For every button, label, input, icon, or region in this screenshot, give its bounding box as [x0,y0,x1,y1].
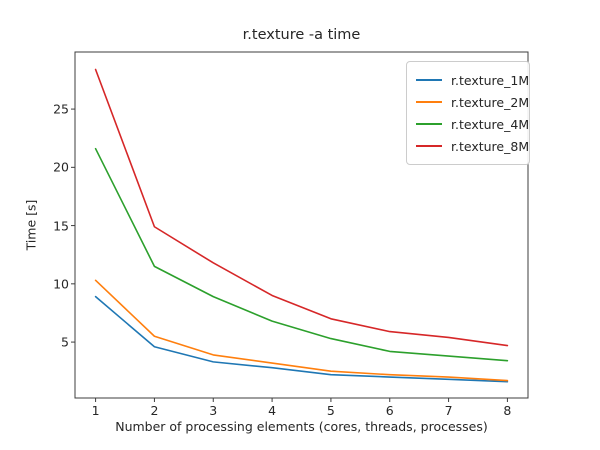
x-tick-label: 2 [150,403,159,418]
legend-label: r.texture_1M [451,72,530,88]
x-tick-label: 4 [268,403,277,418]
series-line-r.texture_8M [94,68,509,347]
x-tick-label: 8 [503,403,512,418]
series-line-r.texture_2M [94,279,509,382]
x-tick-label: 5 [326,403,335,418]
legend-line-sample [416,101,442,103]
legend-item-r.texture_8M: r.texture_8M [416,135,529,157]
y-tick-label: 5 [61,334,69,350]
y-tick-label: 25 [53,101,69,117]
legend-label: r.texture_8M [451,138,530,154]
x-tick-label: 6 [385,403,394,418]
plot-frame [74,51,529,399]
legend-line-sample [416,123,442,125]
legend-item-r.texture_2M: r.texture_2M [416,91,529,113]
series-line-r.texture_4M [94,147,509,362]
legend-label: r.texture_4M [451,116,530,132]
x-tick-label: 1 [91,403,100,418]
legend-line-sample [416,79,442,81]
legend-item-r.texture_4M: r.texture_4M [416,113,529,135]
x-tick-label: 3 [209,403,218,418]
chart-title: r.texture -a time [242,27,361,43]
y-tick-label: 10 [53,276,69,292]
legend-item-r.texture_1M: r.texture_1M [416,69,529,91]
legend-line-sample [416,145,442,147]
legend-label: r.texture_2M [451,94,530,110]
y-tick-label: 20 [53,159,69,175]
legend: r.texture_1M r.texture_2M r.texture_4M r.te… [406,61,530,165]
y-tick-label: 15 [53,218,69,234]
series-line-r.texture_1M [94,295,509,383]
y-axis-label: Time [s] [23,199,39,251]
x-axis-label: Number of processing elements (cores, th… [115,419,488,434]
x-tick-label: 7 [444,403,453,418]
